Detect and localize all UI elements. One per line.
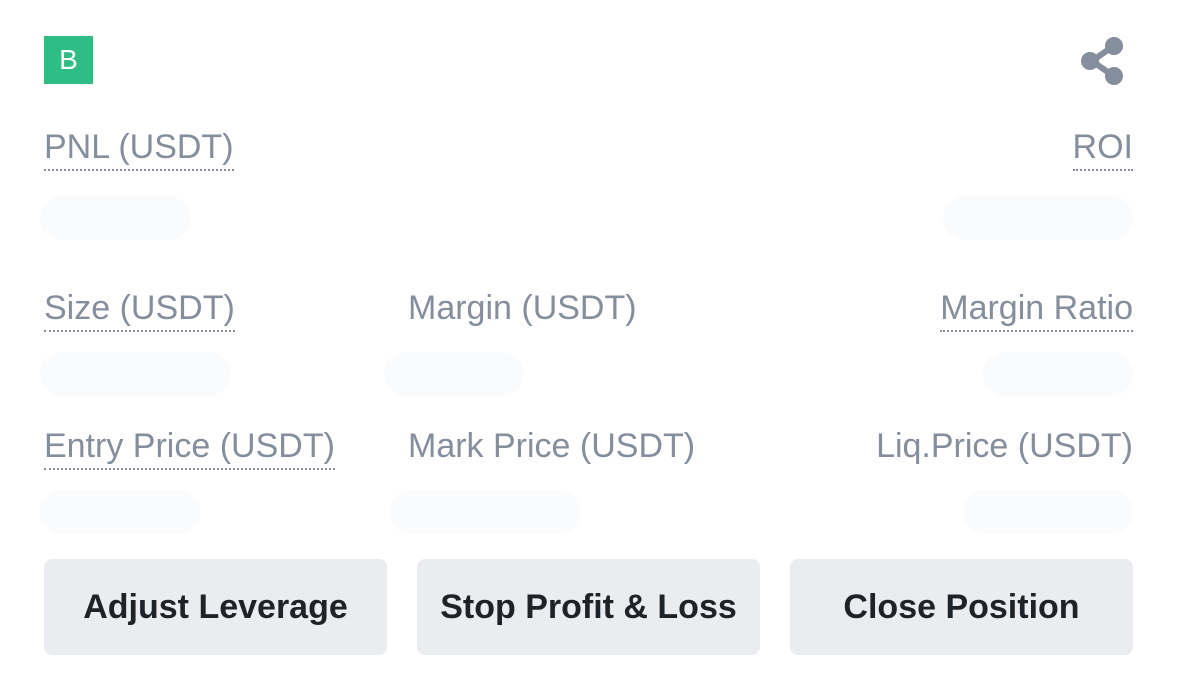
side-badge: B [44, 36, 93, 84]
roi-label[interactable]: ROI [1072, 127, 1133, 171]
close-position-button[interactable]: Close Position [790, 559, 1133, 655]
margin-ratio-label[interactable]: Margin Ratio [940, 288, 1133, 332]
margin-value-blurred [384, 352, 524, 396]
margin-ratio-value-blurred [983, 352, 1133, 396]
margin-label: Margin (USDT) [408, 289, 637, 327]
pnl-value-blurred [40, 196, 190, 240]
size-label[interactable]: Size (USDT) [44, 288, 235, 332]
liq-price-label: Liq.Price (USDT) [876, 427, 1133, 465]
adjust-leverage-button[interactable]: Adjust Leverage [44, 559, 387, 655]
share-icon[interactable] [1078, 36, 1126, 86]
stop-profit-loss-button[interactable]: Stop Profit & Loss [417, 559, 760, 655]
pnl-label[interactable]: PNL (USDT) [44, 127, 234, 171]
liq-price-value-blurred [963, 490, 1133, 534]
mark-price-label: Mark Price (USDT) [408, 427, 696, 465]
mark-price-value-blurred [390, 490, 580, 534]
entry-price-value-blurred [40, 490, 200, 534]
roi-value-blurred [943, 196, 1133, 240]
entry-price-label[interactable]: Entry Price (USDT) [44, 426, 335, 470]
size-value-blurred [40, 352, 230, 396]
